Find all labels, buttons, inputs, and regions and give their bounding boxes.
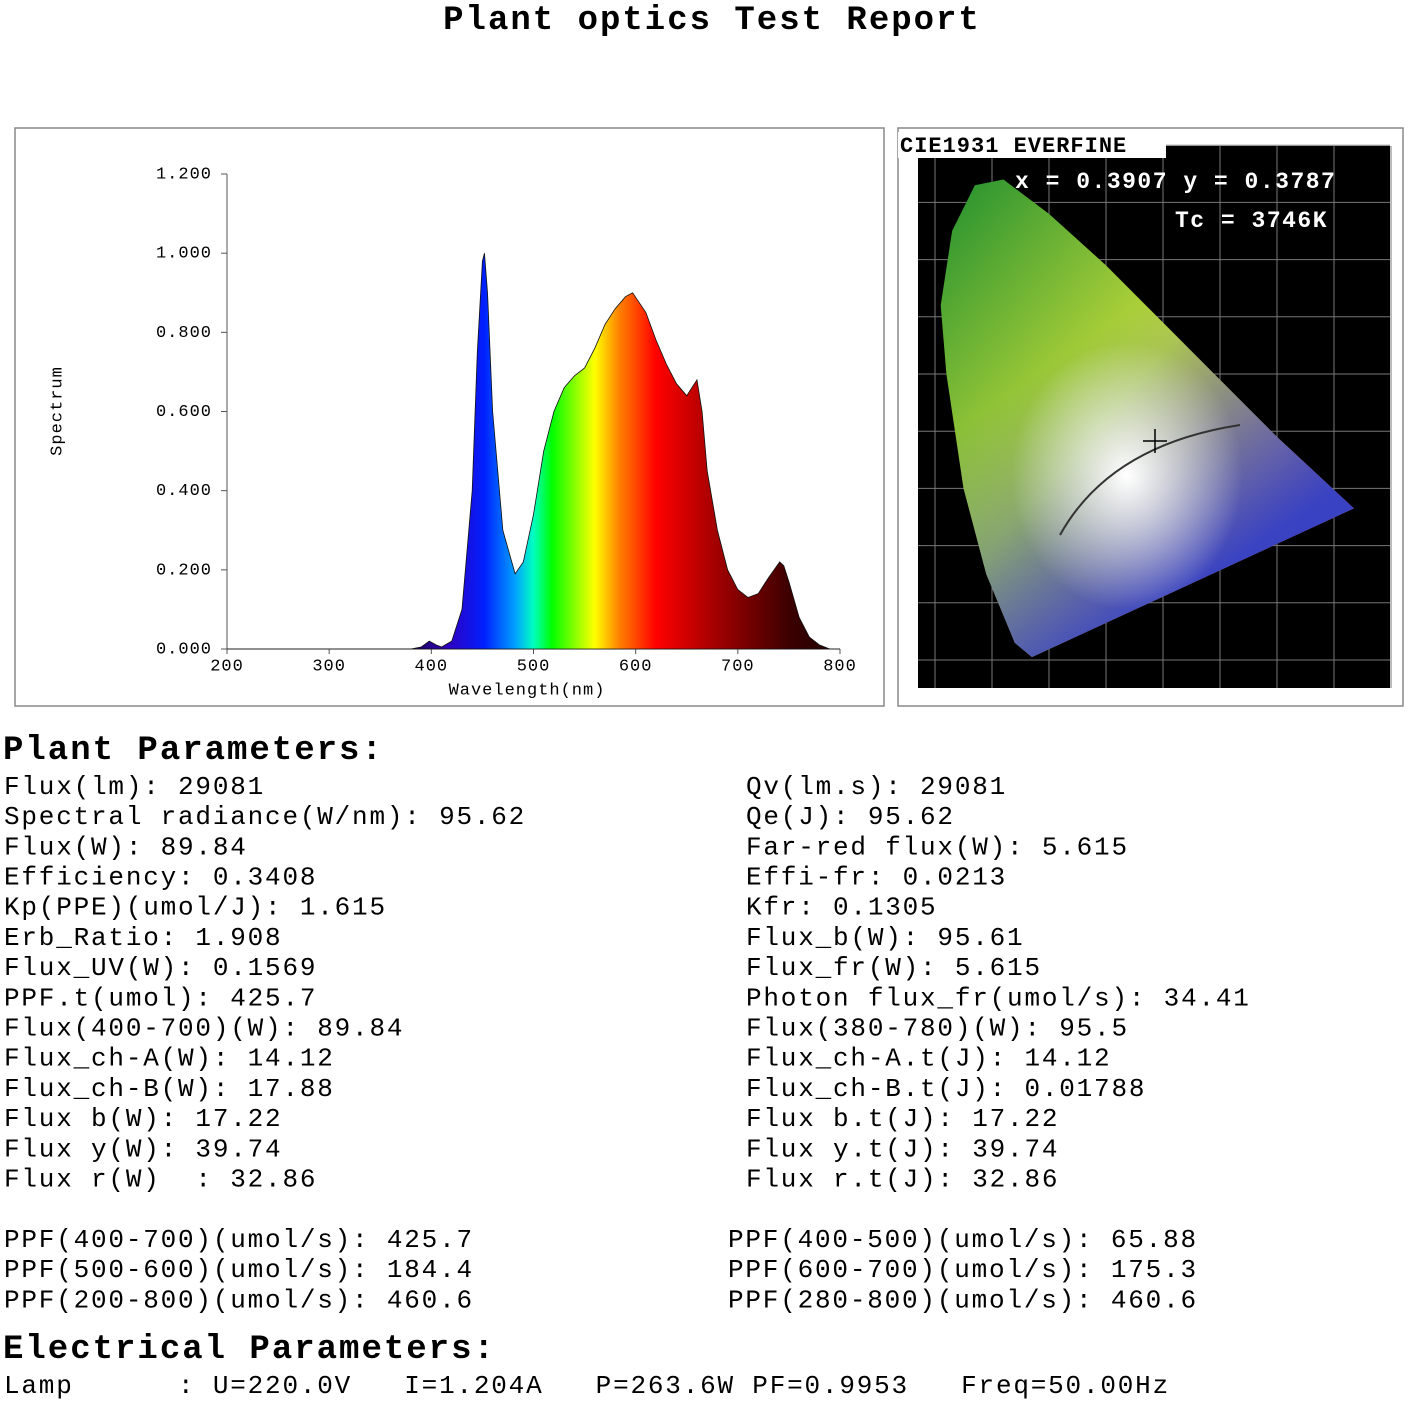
- x-tick-label: 500: [517, 657, 551, 676]
- parameters: Plant Parameters:Flux(lm): 29081Spectral…: [3, 732, 1251, 1401]
- parameter: Qv(lm.s): 29081: [746, 772, 1007, 802]
- ppf-parameter: PPF(280-800)(umol/s): 460.6: [728, 1285, 1198, 1315]
- cie-title: CIE1931 EVERFINE: [900, 134, 1127, 159]
- ppf-parameter: PPF(600-700)(umol/s): 175.3: [728, 1255, 1198, 1285]
- parameter: PPF.t(umol): 425.7: [4, 983, 317, 1013]
- parameter: Flux_ch-B.t(J): 0.01788: [746, 1074, 1146, 1104]
- parameter: Flux(380-780)(W): 95.5: [746, 1013, 1129, 1043]
- y-tick-label: 1.000: [156, 245, 212, 264]
- x-tick-label: 600: [619, 657, 653, 676]
- y-tick-label: 0.000: [156, 640, 212, 659]
- spectrum-chart: 0.000 0.200 0.400 0.600 0.800 1.000 1.200 200 30…: [48, 165, 857, 700]
- parameter: Flux y.t(J): 39.74: [746, 1134, 1059, 1164]
- cie-marker: [1143, 429, 1167, 453]
- parameter: Erb_Ratio: 1.908: [4, 923, 282, 953]
- parameter: Flux b.t(J): 17.22: [746, 1104, 1059, 1134]
- y-tick-label: 0.600: [156, 403, 212, 422]
- parameter: Flux_ch-B(W): 17.88: [4, 1074, 335, 1104]
- section-heading: Plant Parameters:: [3, 732, 384, 770]
- parameter: Photon flux_fr(umol/s): 34.41: [746, 983, 1251, 1013]
- parameter: Flux r(W) : 32.86: [4, 1164, 317, 1194]
- parameter: Flux(W): 89.84: [4, 832, 248, 862]
- y-tick-label: 0.200: [156, 561, 212, 580]
- section-heading: Electrical Parameters:: [3, 1331, 496, 1369]
- parameter: Flux(400-700)(W): 89.84: [4, 1013, 404, 1043]
- cie-title-bg: [898, 132, 1166, 158]
- ppf-parameter: PPF(400-500)(umol/s): 65.88: [728, 1225, 1198, 1255]
- parameter: Flux_b(W): 95.61: [746, 923, 1024, 953]
- title: Plant optics Test Report: [443, 2, 981, 40]
- parameter: Effi-fr: 0.0213: [746, 862, 1007, 892]
- x-tick-label: 800: [823, 657, 857, 676]
- parameter: Far-red flux(W): 5.615: [746, 832, 1129, 862]
- electrical-parameter: Lamp : U=220.0V I=1.204A P=263.6W PF=0.9…: [4, 1371, 1170, 1401]
- y-tick-label: 1.200: [156, 165, 212, 184]
- y-tick-label: 0.400: [156, 482, 212, 501]
- parameter: Flux_fr(W): 5.615: [746, 953, 1042, 983]
- ppf-parameter: PPF(500-600)(umol/s): 184.4: [4, 1255, 474, 1285]
- spectrum-area: [227, 253, 840, 650]
- x-tick-label: 400: [415, 657, 449, 676]
- parameter: Flux y(W): 39.74: [4, 1134, 282, 1164]
- ppf-parameter: PPF(200-800)(umol/s): 460.6: [4, 1285, 474, 1315]
- x-tick-label: 300: [312, 657, 346, 676]
- cie-locus-white: [940, 179, 1354, 658]
- parameter: Flux_UV(W): 0.1569: [4, 953, 317, 983]
- x-tick-label: 700: [721, 657, 755, 676]
- parameter: Flux r.t(J): 32.86: [746, 1164, 1059, 1194]
- parameter: Flux_ch-A(W): 14.12: [4, 1044, 335, 1074]
- parameter: Qe(J): 95.62: [746, 802, 955, 832]
- parameter: Flux_ch-A.t(J): 14.12: [746, 1044, 1111, 1074]
- parameter: Efficiency: 0.3408: [4, 862, 317, 892]
- ppf-parameter: PPF(400-700)(umol/s): 425.7: [4, 1225, 474, 1255]
- parameter: Kp(PPE)(umol/J): 1.615: [4, 893, 387, 923]
- parameter: Flux(lm): 29081: [4, 772, 265, 802]
- parameter: Kfr: 0.1305: [746, 893, 937, 923]
- cie-coords: x = 0.3907 y = 0.3787: [1015, 169, 1336, 195]
- planck-locus: [1059, 424, 1241, 536]
- x-axis-label: Wavelength(nm): [449, 681, 606, 700]
- x-tick-label: 200: [210, 657, 244, 676]
- parameter: Spectral radiance(W/nm): 95.62: [4, 802, 526, 832]
- cie-tc: Tc = 3746K: [1175, 208, 1328, 234]
- y-tick-label: 0.800: [156, 324, 212, 343]
- y-axis-label: Spectrum: [48, 366, 67, 456]
- parameter: Flux b(W): 17.22: [4, 1104, 282, 1134]
